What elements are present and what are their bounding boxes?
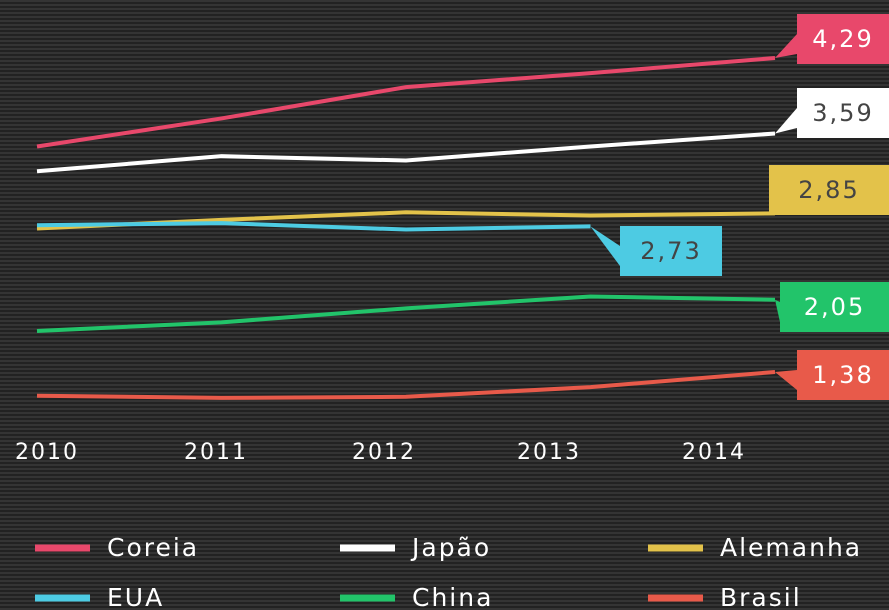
legend-label: Alemanha (720, 533, 862, 562)
value-label-box (797, 14, 889, 64)
legend-label: Coreia (107, 533, 199, 562)
value-label-box (780, 282, 889, 332)
value-label-box (620, 226, 722, 276)
value-label: 3,59 (812, 99, 873, 127)
legend-label: Brasil (720, 583, 802, 610)
series-line (36, 131, 776, 174)
legend-label: EUA (107, 583, 164, 610)
value-label: 2,05 (804, 293, 865, 321)
x-tick-label: 2013 (517, 440, 581, 465)
value-label: 2,73 (640, 237, 701, 265)
legend-label: Japão (410, 533, 491, 562)
label-pointer (590, 226, 620, 266)
label-pointer (775, 299, 780, 322)
series-line (36, 56, 776, 149)
series-line (36, 294, 776, 333)
x-tick-label: 2012 (352, 440, 416, 465)
value-label: 2,85 (798, 176, 859, 204)
value-label: 4,29 (812, 25, 873, 53)
x-tick-label: 2014 (682, 440, 746, 465)
value-label-box (797, 350, 889, 400)
legend-label: China (412, 583, 493, 610)
value-label-box (797, 88, 889, 138)
series-line (36, 369, 776, 400)
value-label-box (769, 165, 889, 215)
x-tick-label: 2011 (184, 440, 248, 465)
series-line (36, 221, 591, 232)
label-pointer (775, 34, 797, 58)
value-label: 1,38 (812, 361, 873, 389)
label-pointer (775, 108, 797, 134)
x-tick-label: 2010 (15, 440, 79, 465)
label-pointer (775, 370, 797, 390)
